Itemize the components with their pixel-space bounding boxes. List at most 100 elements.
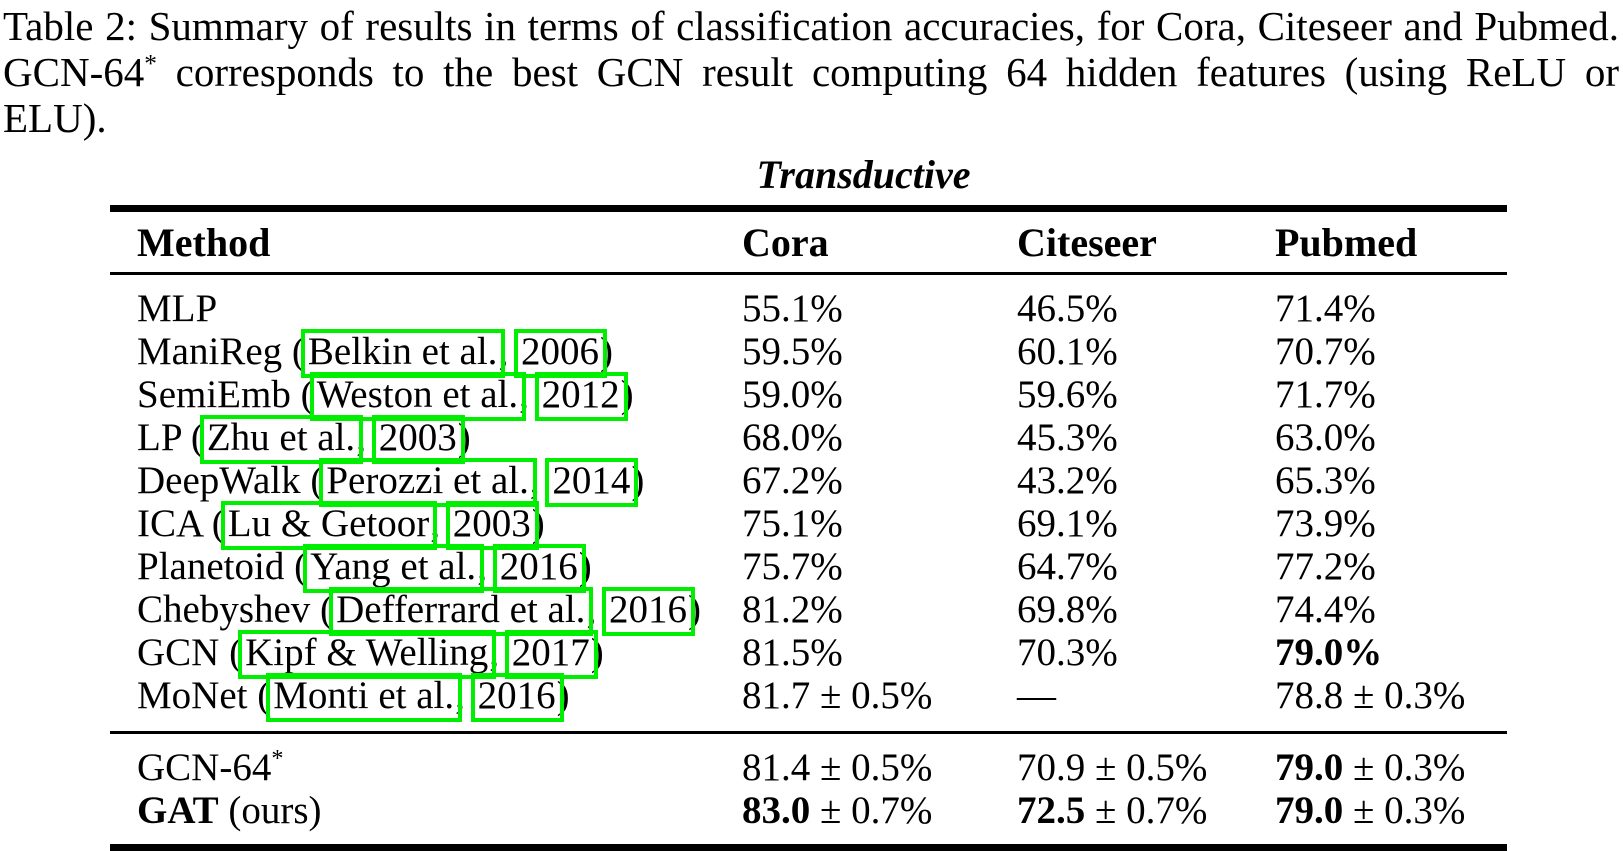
text-part: 79.0% bbox=[1275, 631, 1383, 674]
text-part: 81.4 ± 0.5% bbox=[742, 746, 933, 789]
citation-link[interactable]: 2014 bbox=[545, 458, 639, 508]
table-row: GCN-64* 81.4 ± 0.5% 70.9 ± 0.5% 79.0 ± 0.3% bbox=[110, 733, 1507, 789]
citation-link[interactable]: 2016 bbox=[470, 673, 564, 723]
table-row: Planetoid (Yang et al., 2016) 75.7% 64.7% 7… bbox=[110, 544, 1507, 594]
text-part: MoNet ( bbox=[137, 674, 271, 717]
method-cell: GCN (Kipf & Welling, 2017) bbox=[110, 630, 742, 680]
citeseer-cell: 72.5 ± 0.7% bbox=[1017, 789, 1275, 848]
citation-link[interactable]: Belkin et al. bbox=[300, 329, 506, 379]
column-header-cora: Cora bbox=[742, 208, 1017, 275]
text-part: 78.8 ± 0.3% bbox=[1275, 674, 1466, 717]
citation-link[interactable]: 2012 bbox=[534, 372, 628, 422]
cora-cell: 81.4 ± 0.5% bbox=[742, 733, 1017, 789]
text-part: GCN-64 bbox=[3, 49, 145, 95]
method-cell: MoNet (Monti et al., 2016) bbox=[110, 673, 742, 733]
citation-link[interactable]: 2006 bbox=[513, 329, 607, 379]
citeseer-cell: 69.8% bbox=[1017, 588, 1275, 631]
pubmed-cell: 79.0% bbox=[1275, 631, 1507, 674]
text-part: 73.9% bbox=[1275, 502, 1376, 545]
text-part: * bbox=[144, 49, 157, 78]
text-part: Planetoid ( bbox=[137, 545, 308, 588]
citation-link[interactable]: Weston et al. bbox=[309, 372, 527, 422]
table-body-footer: GCN-64* 81.4 ± 0.5% 70.9 ± 0.5% 79.0 ± 0.3%… bbox=[110, 732, 1507, 848]
text-part: 77.2% bbox=[1275, 545, 1376, 588]
text-part: 68.0% bbox=[742, 416, 843, 459]
citation-link[interactable]: 2017 bbox=[504, 630, 598, 680]
text-part: GCN ( bbox=[137, 631, 243, 674]
citation-link[interactable]: 2016 bbox=[492, 544, 586, 594]
text-part: 59.5% bbox=[742, 330, 843, 373]
table-caption: Table 2: Summary of results in terms of … bbox=[3, 3, 1619, 141]
text-part: 70.7% bbox=[1275, 330, 1376, 373]
citeseer-cell: — bbox=[1017, 674, 1275, 733]
text-part: (ours) bbox=[218, 789, 322, 832]
caption-line-1: Table 2: Summary of results in terms of … bbox=[3, 3, 1619, 49]
text-part: 83.0 bbox=[742, 789, 811, 832]
table-row: LP (Zhu et al., 2003) 68.0% 45.3% 63.0% bbox=[110, 415, 1507, 465]
text-part: 70.9 ± 0.5% bbox=[1017, 746, 1208, 789]
citation-link[interactable]: 2003 bbox=[445, 501, 539, 551]
citation-link[interactable]: Defferrard et al. bbox=[329, 587, 594, 637]
text-part: 74.4% bbox=[1275, 588, 1376, 631]
cora-cell: 55.1% bbox=[742, 274, 1017, 330]
text-part: 75.7% bbox=[742, 545, 843, 588]
text-part: ± 0.3% bbox=[1343, 789, 1466, 832]
text-part: 60.1% bbox=[1017, 330, 1118, 373]
group-label-transductive: Transductive bbox=[756, 152, 971, 197]
text-part: Chebyshev ( bbox=[137, 588, 334, 631]
text-part: 69.8% bbox=[1017, 588, 1118, 631]
text-part: 46.5% bbox=[1017, 287, 1118, 330]
citation-link[interactable]: Yang et al. bbox=[303, 544, 485, 594]
citeseer-cell: 43.2% bbox=[1017, 459, 1275, 502]
citation-link[interactable]: Zhu et al. bbox=[199, 415, 364, 465]
citation-link[interactable]: Lu & Getoor bbox=[220, 501, 438, 551]
cora-cell: 83.0 ± 0.7% bbox=[742, 789, 1017, 848]
column-header-pubmed: Pubmed bbox=[1275, 208, 1507, 275]
header-row: Method Cora Citeseer Pubmed bbox=[110, 208, 1507, 275]
citation-link[interactable]: 2003 bbox=[371, 415, 465, 465]
text-part: 75.1% bbox=[742, 502, 843, 545]
text-part: 65.3% bbox=[1275, 459, 1376, 502]
table-row: MLP 55.1% 46.5% 71.4% bbox=[110, 274, 1507, 330]
text-part: 79.0 bbox=[1275, 789, 1344, 832]
text-part: — bbox=[1017, 674, 1056, 717]
citeseer-cell: 46.5% bbox=[1017, 274, 1275, 330]
text-part: 70.3% bbox=[1017, 631, 1118, 674]
text-part: 81.5% bbox=[742, 631, 843, 674]
text-part: 67.2% bbox=[742, 459, 843, 502]
text-part: ± 0.7% bbox=[1085, 789, 1208, 832]
pubmed-cell: 73.9% bbox=[1275, 502, 1507, 545]
table-header: Method Cora Citeseer Pubmed bbox=[110, 208, 1507, 275]
cora-cell: 81.5% bbox=[742, 631, 1017, 674]
text-part: * bbox=[271, 745, 284, 772]
column-header-citeseer: Citeseer bbox=[1017, 208, 1275, 275]
column-header-method: Method bbox=[110, 208, 742, 275]
citeseer-cell: 59.6% bbox=[1017, 373, 1275, 416]
citation-link[interactable]: Kipf & Welling bbox=[238, 630, 497, 680]
citeseer-cell: 70.9 ± 0.5% bbox=[1017, 733, 1275, 789]
table-body-main: MLP 55.1% 46.5% 71.4% ManiReg (Belkin et al.… bbox=[110, 274, 1507, 733]
cora-cell: 75.7% bbox=[742, 545, 1017, 588]
text-part: 59.0% bbox=[742, 373, 843, 416]
cora-cell: 81.7 ± 0.5% bbox=[742, 674, 1017, 733]
text-part: 63.0% bbox=[1275, 416, 1376, 459]
pubmed-cell: 65.3% bbox=[1275, 459, 1507, 502]
text-part: 81.2% bbox=[742, 588, 843, 631]
text-part: 59.6% bbox=[1017, 373, 1118, 416]
text-part: 45.3% bbox=[1017, 416, 1118, 459]
method-cell: MLP bbox=[110, 274, 742, 330]
text-part: ± 0.7% bbox=[810, 789, 933, 832]
citation-link[interactable]: Perozzi et al. bbox=[319, 458, 537, 508]
citation-link[interactable]: 2016 bbox=[601, 587, 695, 637]
citation-link[interactable]: Monti et al. bbox=[266, 673, 463, 723]
citeseer-cell: 64.7% bbox=[1017, 545, 1275, 588]
method-cell: SemiEmb (Weston et al., 2012) bbox=[110, 372, 742, 422]
pubmed-cell: 74.4% bbox=[1275, 588, 1507, 631]
text-part: ManiReg ( bbox=[137, 330, 305, 373]
results-table: Method Cora Citeseer Pubmed MLP 55.1% 46.5… bbox=[110, 205, 1507, 851]
text-part: SemiEmb ( bbox=[137, 373, 314, 416]
citeseer-cell: 45.3% bbox=[1017, 416, 1275, 459]
text-part: MLP bbox=[137, 287, 218, 330]
table-row: GAT (ours) 83.0 ± 0.7% 72.5 ± 0.7% 79.0 ± 0… bbox=[110, 789, 1507, 848]
table-row: SemiEmb (Weston et al., 2012) 59.0% 59.6% 7… bbox=[110, 372, 1507, 422]
